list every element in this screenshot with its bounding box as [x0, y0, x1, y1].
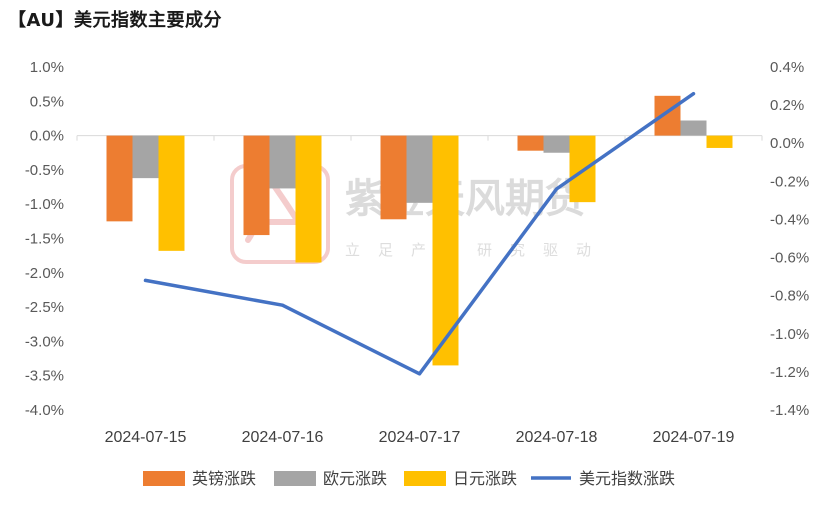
x-axis-tick-label: 2024-07-18 — [516, 429, 598, 446]
left-axis-tick-label: 0.0% — [30, 128, 64, 145]
x-axis-tick-label: 2024-07-17 — [379, 429, 461, 446]
right-axis-tick-label: -0.2% — [770, 173, 809, 190]
left-axis-tick-label: -0.5% — [25, 162, 64, 179]
legend-label: 美元指数涨跌 — [579, 469, 675, 488]
line-point — [692, 92, 695, 96]
right-axis-tick-label: -0.6% — [770, 250, 809, 267]
legend-swatch — [404, 471, 446, 486]
right-axis-tick-label: 0.4% — [770, 59, 804, 76]
legend-label: 欧元涨跌 — [323, 469, 387, 488]
left-axis-tick-label: -2.0% — [25, 265, 64, 282]
bar — [269, 135, 296, 189]
right-axis-tick-label: -1.4% — [770, 402, 809, 419]
bar — [543, 135, 570, 153]
right-axis-tick-label: -1.2% — [770, 364, 809, 381]
bar — [132, 135, 159, 179]
right-axis-tick-label: -0.4% — [770, 211, 809, 228]
right-axis-tick-label: 0.0% — [770, 135, 804, 152]
left-axis-tick-label: 0.5% — [30, 93, 64, 110]
bar — [706, 135, 733, 148]
line-point — [281, 303, 284, 307]
bar — [106, 135, 133, 222]
left-axis-tick-label: -3.5% — [25, 368, 64, 385]
bar — [380, 135, 407, 220]
line-point — [555, 187, 558, 191]
bar — [680, 120, 707, 136]
right-axis-tick-label: -0.8% — [770, 288, 809, 305]
left-axis-tick-label: -1.0% — [25, 196, 64, 213]
right-axis-tick-label: 0.2% — [770, 97, 804, 114]
x-axis-tick-label: 2024-07-19 — [653, 429, 735, 446]
legend-label: 日元涨跌 — [453, 469, 517, 488]
left-axis-tick-label: -1.5% — [25, 231, 64, 248]
right-axis-tick-label: -1.0% — [770, 326, 809, 343]
legend-swatch — [274, 471, 316, 486]
left-axis-tick-label: -2.5% — [25, 299, 64, 316]
bar — [243, 135, 270, 236]
left-axis-tick-label: -4.0% — [25, 402, 64, 419]
bar — [406, 135, 433, 203]
watermark-slogan: 立足产业研究驱动 — [345, 241, 609, 259]
x-axis-tick-label: 2024-07-16 — [242, 429, 324, 446]
line-point — [418, 372, 421, 376]
bar — [432, 135, 459, 366]
chart-title: 【AU】美元指数主要成分 — [8, 10, 222, 31]
bar — [295, 135, 322, 263]
bar — [517, 135, 544, 151]
left-axis-tick-label: 1.0% — [30, 59, 64, 76]
bar — [654, 95, 681, 136]
x-axis-tick-label: 2024-07-15 — [105, 429, 187, 446]
legend-label: 英镑涨跌 — [192, 469, 256, 488]
left-axis-tick-label: -3.0% — [25, 333, 64, 350]
line-point — [144, 278, 147, 282]
bar — [158, 135, 185, 251]
legend-swatch — [143, 471, 185, 486]
